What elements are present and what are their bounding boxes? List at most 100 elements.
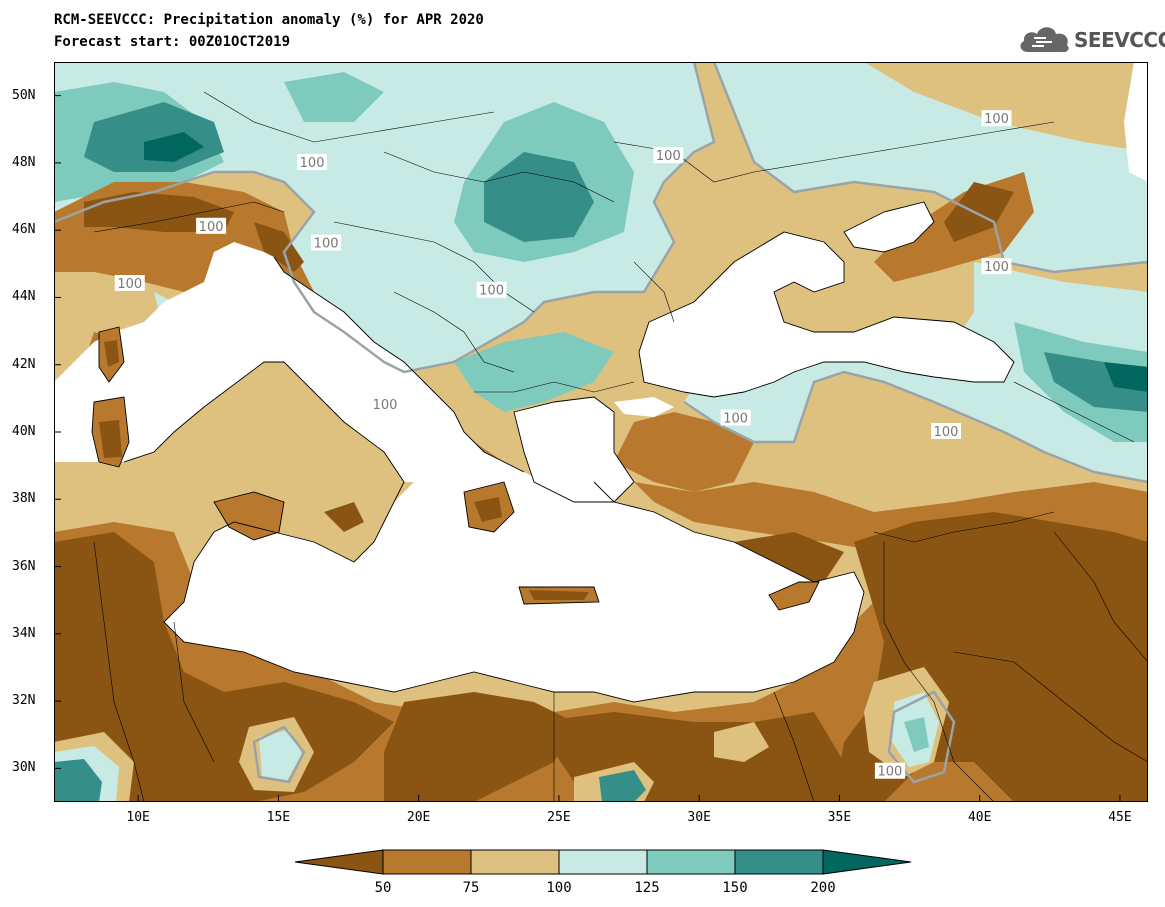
country-border xyxy=(1013,381,1135,443)
svg-text:100: 100 xyxy=(314,237,339,252)
anomaly-region-100-125 xyxy=(259,730,302,780)
marmara-sea xyxy=(614,397,674,417)
anomaly-region-under-50 xyxy=(54,532,394,802)
colorbar-segment xyxy=(470,849,560,875)
colorbar-segment xyxy=(382,849,472,875)
anomaly-region-over-200 xyxy=(1104,362,1148,392)
colorbar-segment xyxy=(295,849,384,875)
contour-line-100 xyxy=(252,725,306,784)
colorbar-label: 50 xyxy=(375,880,392,896)
black-sea xyxy=(639,232,1014,397)
anomaly-region-150-200 xyxy=(599,770,646,802)
contour-label: 100 xyxy=(653,147,684,164)
cyprus-island xyxy=(769,582,819,610)
svg-text:100: 100 xyxy=(934,425,959,440)
x-tick-label: 45E xyxy=(1108,810,1132,825)
coastline xyxy=(273,256,525,473)
coastline xyxy=(98,326,125,383)
y-tick-label: 46N xyxy=(12,222,36,238)
svg-text:100: 100 xyxy=(656,149,681,164)
x-tick-label: 10E xyxy=(126,810,150,825)
country-border xyxy=(393,291,515,373)
colorbar-segment xyxy=(646,849,736,875)
country-border xyxy=(1053,531,1148,663)
y-tick-label: 32N xyxy=(12,693,36,709)
svg-text:100: 100 xyxy=(117,277,142,292)
country-border xyxy=(883,542,995,802)
contour-label: 100 xyxy=(114,275,145,292)
y-tick-label: 34N xyxy=(12,625,36,641)
anomaly-region-125-150 xyxy=(284,72,384,122)
coastline xyxy=(91,396,130,468)
contour-label: 100 xyxy=(981,258,1012,275)
colorbar: 50 75 100 125 150 200 xyxy=(295,849,912,896)
colorbar-label: 200 xyxy=(810,880,835,896)
colorbar-segment xyxy=(734,849,824,875)
anomaly-region-under-50 xyxy=(254,222,304,272)
coastline xyxy=(213,491,285,541)
coastline xyxy=(513,396,635,503)
map-title: RCM-SEEVCCC: Precipitation anomaly (%) f… xyxy=(54,12,484,28)
x-tick-label: 35E xyxy=(827,810,852,825)
country-border xyxy=(383,151,615,203)
colorbar-label: 75 xyxy=(463,880,480,896)
colorbar-segment xyxy=(822,849,912,875)
anomaly-map: 100 100 100 100 100 100 100 100 100 100 100 100 xyxy=(54,62,1148,802)
y-tick-label: 50N xyxy=(12,87,36,103)
y-tick-label: 38N xyxy=(12,491,36,507)
crete-low-area xyxy=(529,590,589,600)
contour-line-100 xyxy=(712,62,1148,274)
caspian-sea xyxy=(1124,62,1148,182)
y-axis xyxy=(54,95,61,769)
corsica-low-area xyxy=(104,340,119,367)
svg-text:100: 100 xyxy=(199,220,224,235)
contour-labels: 100 100 100 100 100 100 100 100 100 100 100 100 xyxy=(114,110,1012,780)
contour-label: 100 xyxy=(874,762,905,780)
contour-line-100 xyxy=(54,62,716,374)
anomaly-region-50-75 xyxy=(614,412,754,492)
x-tick-label: 15E xyxy=(266,810,291,825)
country-border xyxy=(953,651,1148,763)
anomaly-region-under-50 xyxy=(944,182,1014,242)
coastline xyxy=(463,481,515,533)
country-border xyxy=(93,541,145,802)
cloud-logo-icon xyxy=(1020,27,1069,53)
x-tick-label: 25E xyxy=(547,810,571,825)
contour-label: 100 xyxy=(370,396,401,413)
anomaly-region-under-50 xyxy=(324,502,364,532)
aegean-sea xyxy=(514,397,634,502)
colorbar-label: 125 xyxy=(634,880,659,896)
contour-line-100 xyxy=(887,690,956,784)
mediterranean-sea xyxy=(54,242,864,702)
country-border xyxy=(93,201,285,233)
coastline xyxy=(768,581,820,611)
country-border xyxy=(873,511,1055,543)
anomaly-region-under-50 xyxy=(384,692,574,802)
svg-text:100: 100 xyxy=(479,284,504,299)
x-tick-label: 40E xyxy=(967,810,992,825)
forecast-start: Forecast start: 00Z01OCT2019 xyxy=(54,34,291,50)
seevccc-logo: SEEVCCC xyxy=(1018,22,1165,58)
peloponnese-low-area xyxy=(474,497,502,522)
coastline xyxy=(123,361,865,703)
y-tick-label: 48N xyxy=(12,154,36,170)
x-axis xyxy=(137,795,1121,802)
svg-text:100: 100 xyxy=(878,765,903,780)
contour-label: 100 xyxy=(311,234,342,252)
colorbar-label: 150 xyxy=(722,880,747,896)
colorbar-label: 100 xyxy=(546,880,571,896)
country-border xyxy=(173,621,215,763)
svg-text:100: 100 xyxy=(723,412,748,427)
country-border xyxy=(773,691,815,802)
anomaly-region-150-200 xyxy=(54,759,102,802)
svg-text:100: 100 xyxy=(300,156,325,171)
country-border xyxy=(333,221,535,313)
svg-text:100: 100 xyxy=(984,112,1009,127)
contour-label: 100 xyxy=(931,423,962,440)
anomaly-region-150-200 xyxy=(484,152,594,242)
logo-text: SEEVCCC xyxy=(1074,28,1165,52)
svg-text:100: 100 xyxy=(984,260,1009,275)
anomaly-region-75-100 xyxy=(714,722,769,762)
anomaly-region-over-200 xyxy=(144,132,204,162)
x-tick-label: 20E xyxy=(406,810,431,825)
